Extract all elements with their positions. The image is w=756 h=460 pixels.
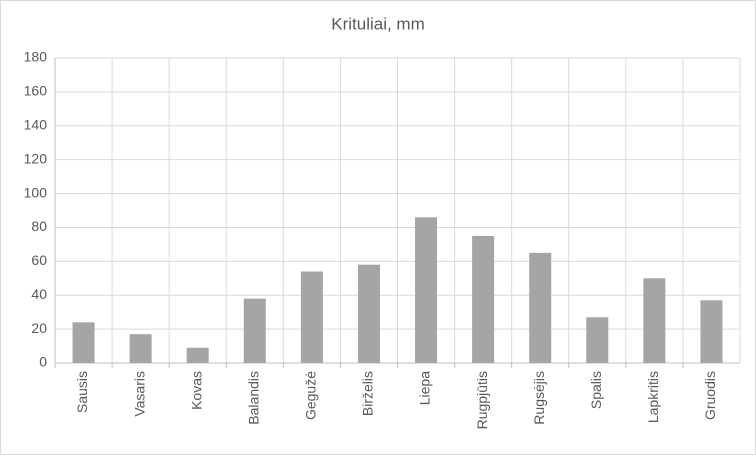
bar (415, 217, 438, 363)
y-tick-label: 40 (31, 286, 47, 302)
x-tick-label: Rugpjūtis (474, 371, 490, 429)
chart-title: Krituliai, mm (331, 14, 425, 33)
bar (700, 300, 723, 363)
bar (643, 278, 666, 363)
y-tick-label: 180 (24, 49, 48, 65)
y-tick-label: 100 (24, 184, 48, 200)
x-tick-label: Lapkritis (645, 371, 661, 423)
bar (186, 347, 209, 363)
y-tick-label: 140 (24, 116, 48, 132)
bar (472, 235, 495, 363)
x-tick-label: Liepa (417, 371, 433, 405)
bar (529, 252, 552, 363)
x-tick-label: Birželis (360, 371, 376, 416)
x-tick-label: Rugsėjis (531, 371, 547, 425)
x-tick-label: Sausis (74, 371, 90, 413)
bar (72, 322, 95, 363)
y-tick-label: 80 (31, 218, 47, 234)
bar (357, 264, 380, 363)
y-tick-label: 0 (39, 354, 47, 370)
bar (586, 317, 609, 363)
y-tick-label: 60 (31, 252, 47, 268)
bar (243, 298, 266, 363)
x-tick-label: Spalis (588, 371, 604, 409)
y-tick-label: 120 (24, 150, 48, 166)
x-tick-label: Balandis (245, 371, 261, 425)
x-tick-label: Kovas (188, 371, 204, 410)
x-tick-label: Vasaris (131, 371, 147, 417)
x-tick-label: Gruodis (702, 371, 718, 420)
bar (300, 271, 323, 363)
bar (129, 334, 152, 363)
y-tick-label: 20 (31, 320, 47, 336)
y-tick-label: 160 (24, 83, 48, 99)
x-tick-label: Gegužė (303, 371, 319, 420)
